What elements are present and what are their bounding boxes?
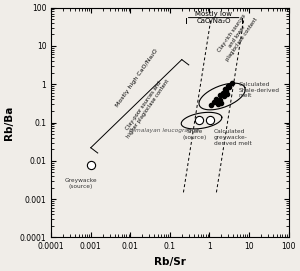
Y-axis label: Rb/Ba: Rb/Ba [4,105,14,140]
Point [220,91,225,95]
Text: Mostly low
CaO/Na₂O: Mostly low CaO/Na₂O [196,11,232,24]
Point [225,92,230,96]
Text: Shale
(source): Shale (source) [182,129,207,140]
X-axis label: Rb/Sr: Rb/Sr [154,257,186,267]
Text: Mostly high CaO/Na₂O: Mostly high CaO/Na₂O [115,47,159,108]
Point [223,87,228,91]
Point [221,94,226,99]
Point [226,84,231,88]
Text: Calculated
greywacke-
derived melt: Calculated greywacke- derived melt [214,129,252,146]
Text: Greywacke
(source): Greywacke (source) [64,178,97,189]
Point [197,118,202,122]
Point [217,98,222,102]
Point [88,162,93,167]
Point [212,99,216,104]
Point [214,96,219,101]
Point [224,89,228,93]
Point [219,101,224,105]
Point [215,102,220,107]
Point [218,93,223,97]
Text: Clay-poor sources and
higher plagioclase content: Clay-poor sources and higher plagioclase… [122,75,171,139]
Point [230,80,235,85]
Point [209,103,214,108]
Point [227,85,232,89]
Text: Clay-rich sources
and lower
plagioclase content: Clay-rich sources and lower plagioclase … [215,10,259,62]
Point [208,118,213,122]
Text: Calculated
Shale-derived
melt: Calculated Shale-derived melt [239,82,280,98]
Text: Himalayan leucogranite: Himalayan leucogranite [129,128,199,133]
